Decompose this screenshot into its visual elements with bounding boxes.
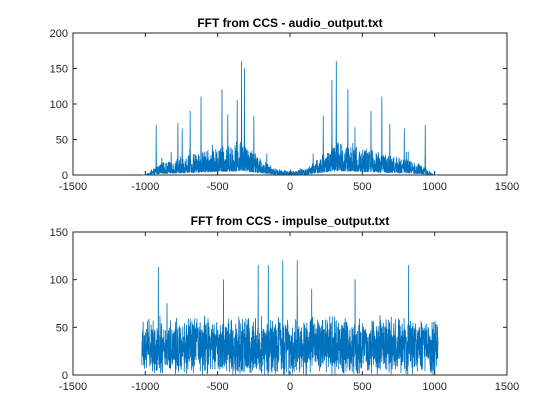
top-subplot-xtick-label: 1500 [495, 181, 519, 193]
top-subplot-title: FFT from CCS - audio_output.txt [197, 16, 382, 30]
bottom-subplot-title: FFT from CCS - impulse_output.txt [191, 214, 390, 228]
top-subplot-xtick-label: -500 [207, 181, 229, 193]
bottom-subplot-xtick-label: 500 [353, 381, 371, 393]
top-subplot-xticks: -1500 -1000 -500 0 500 1000 1500 [59, 33, 519, 193]
top-subplot-ytick-label: 0 [62, 170, 68, 182]
top-subplot-axes-box [72, 32, 508, 176]
top-subplot: FFT from CCS - audio_output.txt -1500 -10… [50, 16, 520, 193]
bottom-subplot-ytick-label: 50 [56, 322, 68, 334]
bottom-subplot-axes-box [72, 231, 508, 376]
bottom-subplot-xtick-label: -1500 [59, 381, 87, 393]
bottom-subplot-series [141, 260, 439, 375]
bottom-subplot-xtick-label: 1500 [495, 381, 519, 393]
bottom-subplot-ytick-label: 150 [50, 227, 68, 239]
bottom-subplot-yticks: 0 50 100 150 [50, 227, 507, 382]
bottom-subplot-spectrum-line [141, 260, 439, 375]
top-subplot-ytick-label: 50 [56, 135, 68, 147]
bottom-subplot-xtick-label: -500 [207, 381, 229, 393]
top-subplot-yticks: 0 50 100 150 200 [50, 28, 507, 182]
top-subplot-ytick-label: 200 [50, 28, 68, 40]
bottom-subplot-xtick-label: 1000 [422, 381, 446, 393]
bottom-subplot-ytick-label: 0 [62, 370, 68, 382]
top-subplot-xtick-label: -1500 [59, 181, 87, 193]
top-subplot-ytick-label: 100 [50, 99, 68, 111]
bottom-subplot-ytick-label: 100 [50, 275, 68, 287]
bottom-subplot: FFT from CCS - impulse_output.txt -1500 -… [50, 214, 520, 393]
top-subplot-xtick-label: 1000 [422, 181, 446, 193]
top-subplot-ytick-label: 150 [50, 64, 68, 76]
top-subplot-xtick-label: 0 [287, 181, 293, 193]
bottom-subplot-xtick-label: -1000 [131, 381, 159, 393]
top-subplot-xtick-label: -1000 [131, 181, 159, 193]
bottom-subplot-xticks: -1500 -1000 -500 0 500 1000 1500 [59, 232, 519, 393]
top-subplot-xtick-label: 500 [353, 181, 371, 193]
bottom-subplot-xtick-label: 0 [287, 381, 293, 393]
